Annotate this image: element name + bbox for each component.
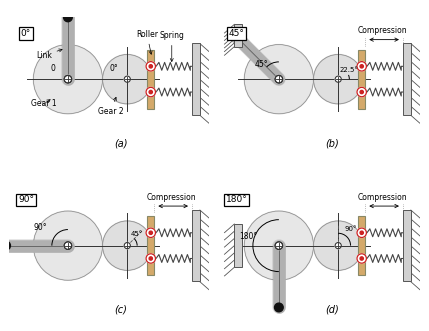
Circle shape [64,75,72,83]
Text: 45°: 45° [131,231,143,237]
Text: Spring: Spring [159,31,184,62]
Circle shape [33,211,103,280]
Circle shape [103,221,152,270]
FancyBboxPatch shape [192,43,199,115]
Circle shape [275,242,283,249]
FancyBboxPatch shape [358,216,365,275]
Text: 180°: 180° [226,195,248,204]
FancyBboxPatch shape [147,50,154,109]
Circle shape [146,62,155,71]
Text: Gear 2: Gear 2 [97,97,123,116]
Circle shape [275,242,283,250]
FancyBboxPatch shape [234,224,242,267]
Circle shape [335,243,341,249]
Circle shape [244,211,314,280]
Circle shape [314,221,363,270]
Circle shape [360,231,363,234]
FancyBboxPatch shape [234,24,242,47]
Text: 0°: 0° [110,64,119,72]
Circle shape [146,87,155,97]
Circle shape [357,87,366,97]
Circle shape [149,257,152,260]
Circle shape [33,45,103,114]
Text: (d): (d) [325,305,339,315]
Circle shape [275,75,283,83]
Text: 90°: 90° [18,195,34,204]
Circle shape [357,228,366,237]
Circle shape [124,243,130,249]
Circle shape [314,55,363,104]
Text: (b): (b) [325,138,339,149]
Text: Roller: Roller [136,30,158,54]
Text: Compression: Compression [147,193,196,202]
FancyBboxPatch shape [192,210,199,281]
Circle shape [103,55,152,104]
Text: Compression: Compression [358,193,407,202]
Text: 90°: 90° [344,226,357,232]
Circle shape [2,241,10,250]
Circle shape [64,242,72,250]
Circle shape [357,254,366,263]
Text: 45°: 45° [229,29,245,38]
Text: Link: Link [36,49,62,60]
Circle shape [244,45,314,114]
Circle shape [149,231,152,234]
Text: 0°: 0° [21,29,31,38]
Circle shape [275,303,283,312]
Text: (c): (c) [115,305,127,315]
FancyBboxPatch shape [403,43,411,115]
FancyBboxPatch shape [358,50,365,109]
Circle shape [64,242,72,249]
Circle shape [360,65,363,68]
Circle shape [275,75,283,83]
Circle shape [360,257,363,260]
Circle shape [146,228,155,237]
Text: Gear 1: Gear 1 [31,99,57,108]
Text: 22.5°: 22.5° [339,67,358,73]
Circle shape [146,254,155,263]
FancyBboxPatch shape [147,216,154,275]
Circle shape [149,90,152,94]
Circle shape [357,62,366,71]
Circle shape [63,13,72,22]
Circle shape [360,90,363,94]
Text: 180°: 180° [239,232,257,241]
Circle shape [64,75,72,83]
Circle shape [149,65,152,68]
Circle shape [231,31,239,40]
Text: (a): (a) [115,138,128,149]
FancyBboxPatch shape [0,238,3,253]
Text: Compression: Compression [358,26,407,35]
Text: 90°: 90° [33,222,47,232]
FancyBboxPatch shape [403,210,411,281]
Text: 45°: 45° [254,60,268,69]
Text: 0: 0 [51,64,55,72]
Circle shape [335,76,341,82]
Circle shape [124,76,130,82]
